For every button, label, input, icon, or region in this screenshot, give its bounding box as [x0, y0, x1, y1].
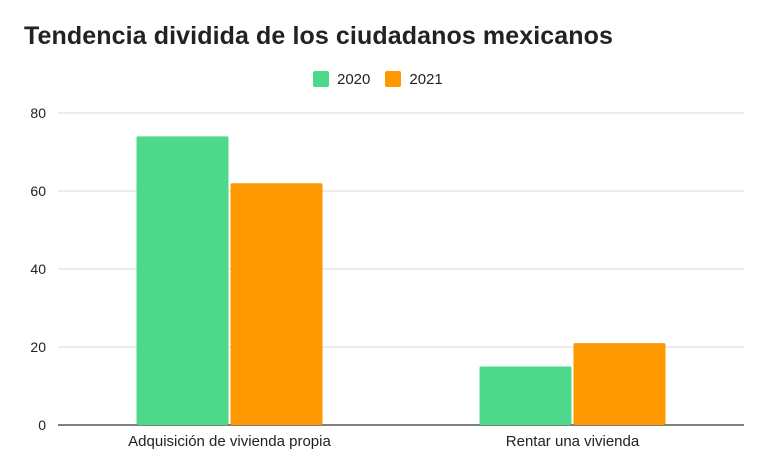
y-tick-label-60: 60: [30, 183, 46, 199]
bar-2020-adquisicion: [136, 136, 229, 425]
y-tick-label-40: 40: [30, 261, 46, 277]
legend-swatch-2020: [313, 71, 329, 87]
legend-item-2020[interactable]: 2020: [313, 71, 370, 88]
x-category-label: Rentar una vivienda: [506, 433, 640, 450]
y-tick-label-80: 80: [30, 105, 46, 121]
bar-2020-rentar: [479, 366, 572, 425]
x-category-label: Adquisición de vivienda propia: [128, 433, 331, 450]
bar-2021-adquisicion: [230, 183, 323, 425]
y-tick-label-20: 20: [30, 339, 46, 355]
legend-item-2021[interactable]: 2021: [385, 70, 443, 88]
chart-title: Tendencia dividida de los ciudadanos mex…: [24, 22, 614, 50]
legend-swatch-2021: [385, 71, 402, 87]
y-tick-label-0: 0: [38, 417, 46, 433]
bar-2021-rentar: [573, 343, 666, 425]
legend-label-2021: 2021: [409, 70, 443, 88]
legend: 2020 2021: [313, 68, 458, 90]
legend-label-2020: 2020: [337, 70, 371, 88]
